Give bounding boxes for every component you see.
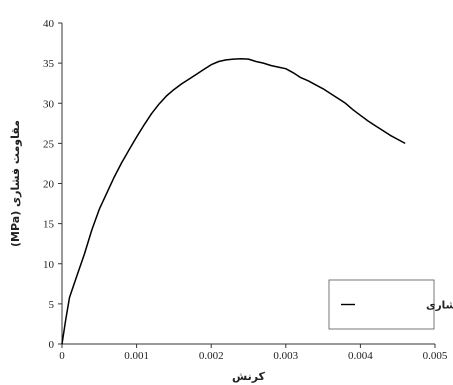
- x-tick-label: 0.004: [348, 350, 373, 362]
- y-tick-label: 20: [43, 179, 55, 191]
- x-tick-label: 0.005: [423, 350, 448, 362]
- x-tick-label: 0.001: [124, 350, 149, 362]
- y-tick-label: 40: [43, 18, 55, 30]
- x-tick-label: 0.003: [273, 350, 298, 362]
- x-tick-label: 0.002: [199, 350, 224, 362]
- x-tick-labels: 0 0.001 0.002 0.003 0.004 0.005: [59, 344, 448, 362]
- series-line-0: [61, 57, 406, 345]
- y-axis-title: مقاومت فشاری (MPa): [9, 120, 22, 247]
- legend-label: مقاومت فشاری: [426, 300, 453, 312]
- y-tick-label: 5: [49, 299, 55, 311]
- x-tick-label: 0: [59, 350, 65, 362]
- x-axis-title: کرنش: [232, 370, 266, 383]
- y-tick-label: 25: [43, 138, 55, 150]
- y-tick-label: 35: [43, 58, 55, 70]
- legend-box: [328, 279, 435, 330]
- series-layer: [61, 57, 406, 345]
- y-tick-label: 10: [43, 259, 55, 271]
- y-tick-label: 0: [49, 339, 55, 351]
- y-tick-label: 15: [43, 219, 55, 231]
- y-tick-labels: 0 5 10 15 20 25 30 35 40: [43, 18, 62, 351]
- y-tick-label: 30: [43, 98, 55, 110]
- legend: مقاومت فشاری: [328, 279, 453, 330]
